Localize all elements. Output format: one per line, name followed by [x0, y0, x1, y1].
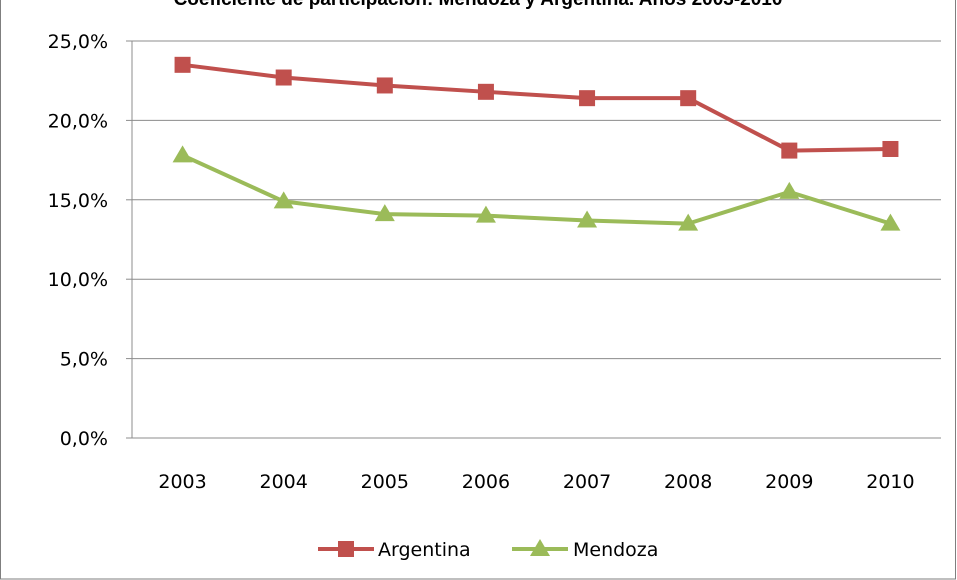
data-point-mendoza — [475, 205, 496, 223]
data-point-mendoza — [779, 181, 800, 199]
chart-title: Coeficiente de participación: Mendoza y … — [174, 0, 783, 10]
legend-label-mendoza: Mendoza — [573, 539, 658, 561]
data-point-mendoza — [577, 210, 598, 228]
data-point-argentina — [477, 83, 494, 100]
legend-label-argentina: Argentina — [378, 539, 471, 561]
data-point-mendoza — [172, 145, 193, 163]
x-tick-label: 2003 — [158, 471, 206, 493]
x-tick-label: 2005 — [361, 471, 409, 493]
data-point-mendoza — [880, 213, 901, 231]
legend-marker-argentina — [338, 541, 354, 557]
legend-marker-mendoza — [530, 539, 550, 556]
x-tick-label: 2008 — [664, 471, 712, 493]
data-point-argentina — [579, 90, 596, 107]
x-tick-label: 2010 — [866, 471, 914, 493]
y-tick-label: 0,0% — [60, 428, 108, 450]
data-point-mendoza — [374, 204, 395, 222]
y-axis-ticks: 0,0% 5,0% 10,0% 15,0% 20,0% 25,0% — [48, 31, 108, 450]
data-point-argentina — [680, 90, 697, 107]
series-line-argentina — [182, 62, 891, 153]
y-tick-label: 25,0% — [48, 31, 108, 53]
data-point-argentina — [275, 69, 292, 86]
data-point-mendoza — [273, 191, 294, 209]
x-tick-label: 2009 — [765, 471, 813, 493]
y-tick-label: 5,0% — [60, 349, 108, 371]
x-tick-label: 2006 — [462, 471, 510, 493]
data-point-mendoza — [678, 213, 699, 231]
data-point-argentina — [376, 77, 393, 94]
x-axis-ticks: 2003 2004 2005 2006 2007 2008 2009 2010 — [158, 471, 914, 493]
x-tick-label: 2004 — [260, 471, 308, 493]
series-lines — [172, 56, 901, 231]
data-point-argentina — [781, 142, 798, 159]
y-tick-label: 10,0% — [48, 269, 108, 291]
data-point-argentina — [174, 56, 191, 73]
gridlines — [126, 40, 941, 439]
data-point-argentina — [882, 140, 899, 157]
series-line-mendoza — [181, 153, 892, 226]
legend: Argentina Mendoza — [318, 539, 658, 561]
x-tick-label: 2007 — [563, 471, 611, 493]
y-tick-label: 20,0% — [48, 110, 108, 132]
y-tick-label: 15,0% — [48, 190, 108, 212]
